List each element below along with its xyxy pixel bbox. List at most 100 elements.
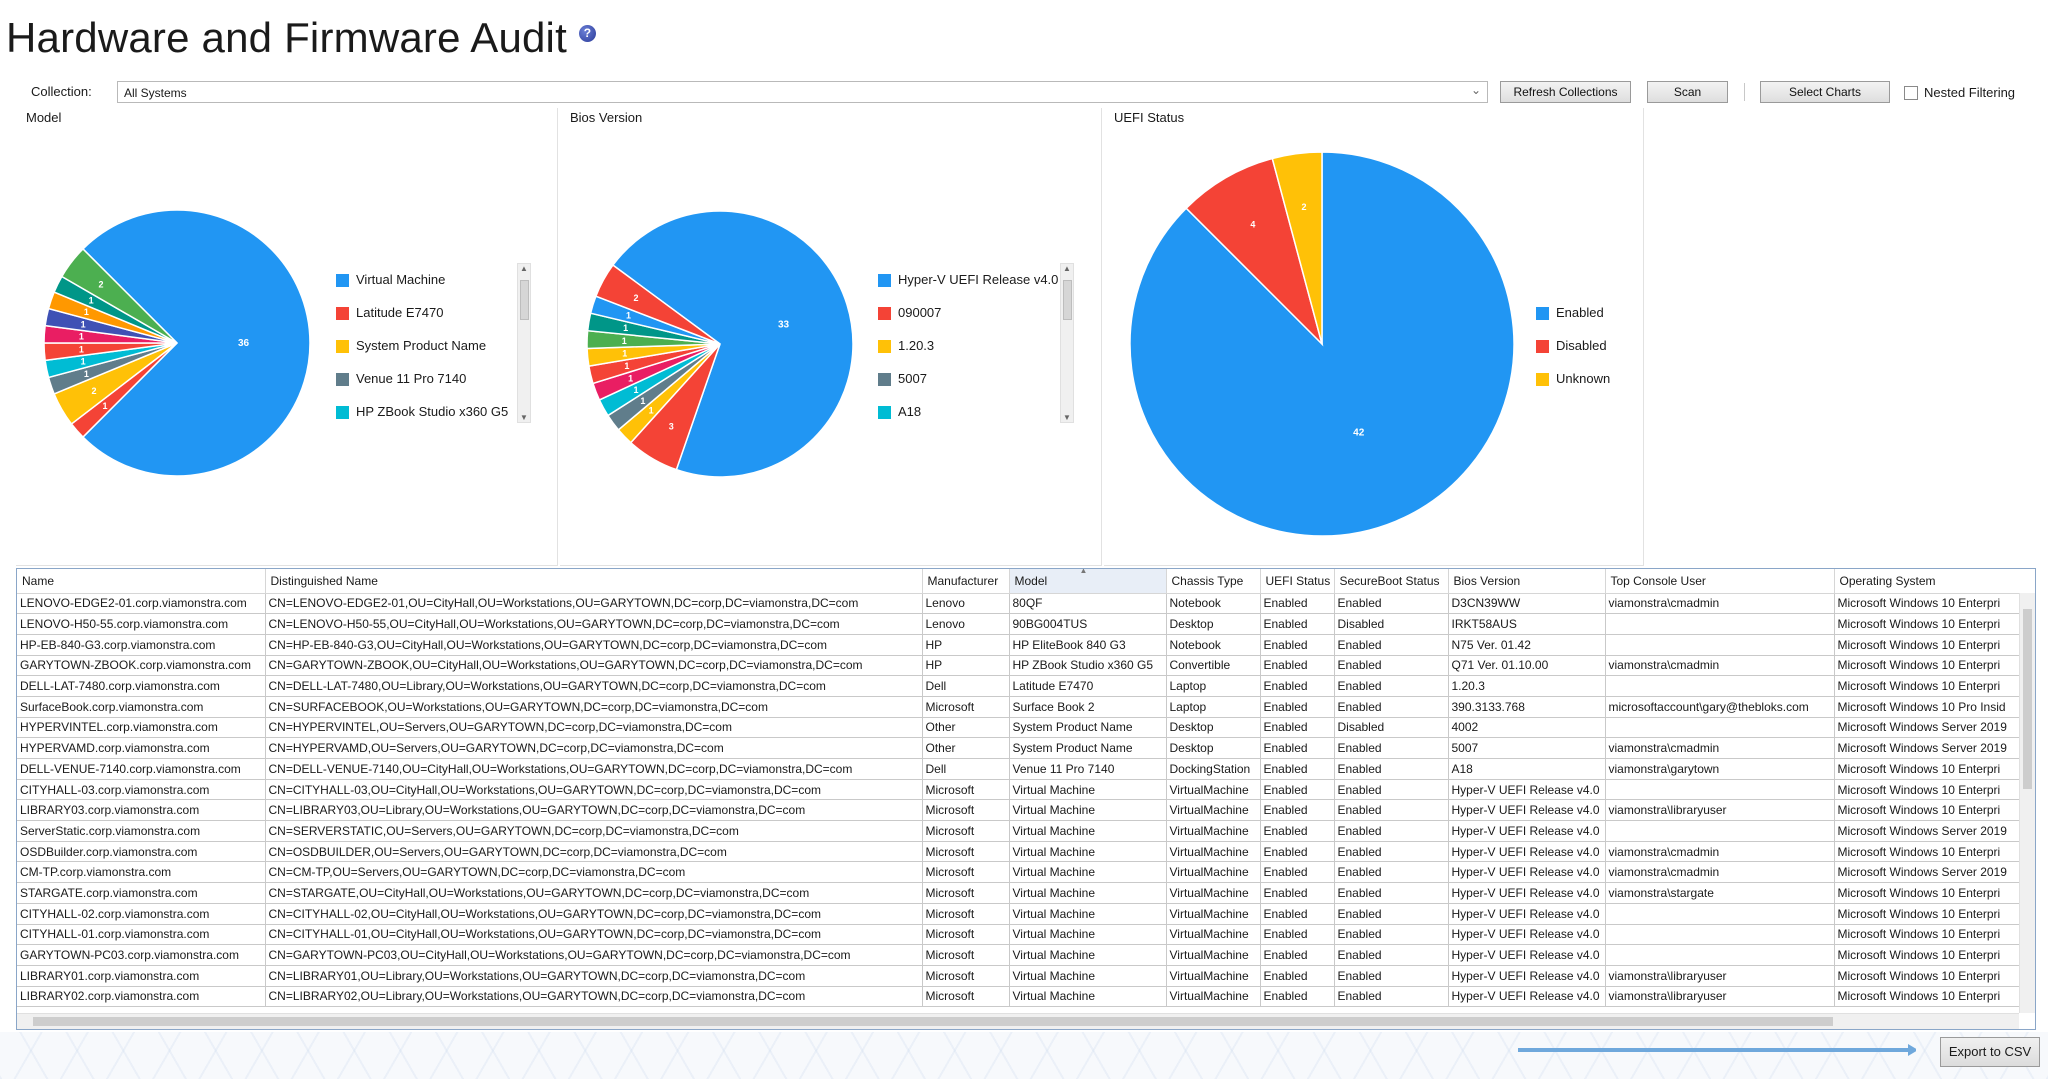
table-cell: Enabled [1334,758,1449,780]
table-cell: Virtual Machine [1009,882,1167,904]
column-header[interactable]: Chassis Type [1166,569,1261,594]
table-cell: Desktop [1166,613,1261,635]
scroll-down-icon[interactable]: ▼ [520,413,528,422]
model-legend-scrollbar[interactable]: ▲ ▼ [517,263,531,423]
table-row[interactable]: LIBRARY01.corp.viamonstra.com CN=LIBRARY0… [17,965,2035,987]
table-row[interactable]: CM-TP.corp.viamonstra.com CN=CM-TP,OU=Ser… [17,861,2035,884]
bios-legend-scrollbar[interactable]: ▲ ▼ [1060,263,1074,423]
scroll-up-icon[interactable]: ▲ [520,264,528,273]
pie-slice-label: 1 [623,323,628,333]
scan-button[interactable]: Scan [1647,81,1728,103]
table-cell: VirtualMachine [1166,986,1261,1008]
table-row[interactable]: OSDBuilder.corp.viamonstra.com CN=OSDBUIL… [17,841,2035,863]
scroll-down-icon[interactable]: ▼ [1063,413,1071,422]
table-cell: Enabled [1260,696,1335,718]
column-header[interactable]: Model ▲ [1009,569,1167,594]
table-cell: CN=LIBRARY01,OU=Library,OU=Workstations,… [265,965,923,987]
column-header[interactable]: Distinguished Name [265,569,923,594]
table-cell: Notebook [1166,593,1261,615]
scrollbar-thumb[interactable] [2023,609,2032,789]
scrollbar-thumb[interactable] [33,1017,1833,1026]
nested-filtering-checkbox[interactable] [1904,86,1918,100]
table-cell: viamonstra\cmadmin [1605,841,1835,863]
table-row[interactable]: CITYHALL-03.corp.viamonstra.com CN=CITYHA… [17,779,2035,801]
table-row[interactable]: ServerStatic.corp.viamonstra.com CN=SERVE… [17,820,2035,842]
grid-horizontal-scrollbar[interactable] [17,1013,2019,1029]
table-cell: 4002 [1448,717,1606,739]
table-cell: Enabled [1334,820,1449,842]
table-row[interactable]: STARGATE.corp.viamonstra.com CN=STARGATE,… [17,882,2035,904]
table-row[interactable]: CITYHALL-01.corp.viamonstra.com CN=CITYHA… [17,924,2035,946]
column-header[interactable]: UEFI Status [1260,569,1335,594]
table-cell: N75 Ver. 01.42 [1448,634,1606,656]
table-row[interactable]: LIBRARY03.corp.viamonstra.com CN=LIBRARY0… [17,799,2035,822]
table-cell: Enabled [1334,903,1449,925]
pie-slice[interactable] [611,210,854,478]
column-header[interactable]: Operating System [1834,569,2035,594]
legend-swatch [878,406,891,419]
scrollbar-thumb[interactable] [520,280,529,320]
export-csv-button[interactable]: Export to CSV [1940,1037,2040,1067]
grid-vertical-scrollbar[interactable] [2019,593,2035,1013]
column-header[interactable]: Bios Version [1448,569,1606,594]
table-row[interactable]: LENOVO-H50-55.corp.viamonstra.com CN=LENO… [17,613,2035,635]
column-header[interactable]: Top Console User [1605,569,1835,594]
table-cell: HYPERVAMD.corp.viamonstra.com [17,737,266,759]
pie-slice[interactable] [81,209,311,477]
table-cell: HYPERVINTEL.corp.viamonstra.com [17,717,266,739]
table-row[interactable]: DELL-LAT-7480.corp.viamonstra.com CN=DELL… [17,675,2035,697]
pie-slice-label: 2 [92,386,97,396]
table-row[interactable]: GARYTOWN-PC03.corp.viamonstra.com CN=GARY… [17,944,2035,966]
table-cell: HP EliteBook 840 G3 [1009,634,1167,656]
legend-label: 1.20.3 [898,338,935,353]
table-cell: Enabled [1260,882,1335,904]
table-row[interactable]: LENOVO-EDGE2-01.corp.viamonstra.com CN=LE… [17,593,2035,615]
refresh-collections-button[interactable]: Refresh Collections [1500,81,1631,103]
toolbar-separator [1744,83,1745,101]
table-cell: Enabled [1260,841,1335,863]
help-icon[interactable]: ? [578,24,596,42]
table-row[interactable]: LIBRARY02.corp.viamonstra.com CN=LIBRARY0… [17,986,2035,1008]
select-charts-button[interactable]: Select Charts [1760,81,1890,103]
chevron-down-icon[interactable]: ⌄ [1470,83,1481,97]
table-cell: CM-TP.corp.viamonstra.com [17,861,266,884]
column-header[interactable]: Manufacturer [922,569,1010,594]
table-cell: HP [922,634,1010,656]
table-row[interactable]: HYPERVAMD.corp.viamonstra.com CN=HYPERVAM… [17,737,2035,759]
pie-slice[interactable] [60,247,178,344]
table-cell: viamonstra\cmadmin [1605,861,1835,884]
table-cell: Desktop [1166,737,1261,759]
table-cell: Microsoft [922,779,1010,801]
table-cell: Enabled [1334,675,1449,697]
pie-slice-label: 1 [102,401,107,411]
legend-label: HP ZBook Studio x360 G5 [356,404,509,419]
table-cell: Other [922,737,1010,759]
column-header[interactable]: Name [17,569,266,594]
table-cell: Enabled [1260,799,1335,822]
pie-slice[interactable] [1185,157,1324,347]
table-row[interactable]: SurfaceBook.corp.viamonstra.com CN=SURFAC… [17,696,2035,718]
scrollbar-thumb[interactable] [1063,280,1072,320]
table-cell: CITYHALL-01.corp.viamonstra.com [17,924,266,946]
table-row[interactable]: GARYTOWN-ZBOOK.corp.viamonstra.com CN=GAR… [17,655,2035,677]
legend-swatch [1536,307,1549,320]
pie-slice[interactable] [1129,151,1515,537]
table-row[interactable]: DELL-VENUE-7140.corp.viamonstra.com CN=DE… [17,758,2035,780]
table-row[interactable]: HP-EB-840-G3.corp.viamonstra.com CN=HP-EB… [17,634,2035,656]
bios-chart-legend: Hyper-V UEFI Release v4.0 090007 1.20.3 500… [878,271,1078,431]
pie-slice[interactable] [1271,151,1323,345]
table-row[interactable]: HYPERVINTEL.corp.viamonstra.com CN=HYPERV… [17,717,2035,739]
table-cell: CN=LENOVO-H50-55,OU=CityHall,OU=Workstat… [265,613,923,635]
table-row[interactable]: CITYHALL-02.corp.viamonstra.com CN=CITYHA… [17,903,2035,925]
bios-chart-panel: Bios Version 33 3 1 1 1 1 1 1 1 1 1 2 Hyper-V UEFI … [560,108,1102,566]
column-header[interactable]: SecureBoot Status [1334,569,1449,594]
collection-select[interactable]: All Systems ⌄ [117,81,1488,103]
table-cell: Microsoft Windows 10 Enterpri [1834,965,2035,987]
table-cell: Microsoft Windows 10 Enterpri [1834,593,2035,615]
table-cell: Enabled [1260,613,1335,635]
pie-slice-label: 2 [99,280,104,290]
scroll-up-icon[interactable]: ▲ [1063,264,1071,273]
pie-slice-label: 1 [81,357,86,367]
table-cell [1605,634,1835,656]
pie-slice[interactable] [594,264,721,345]
